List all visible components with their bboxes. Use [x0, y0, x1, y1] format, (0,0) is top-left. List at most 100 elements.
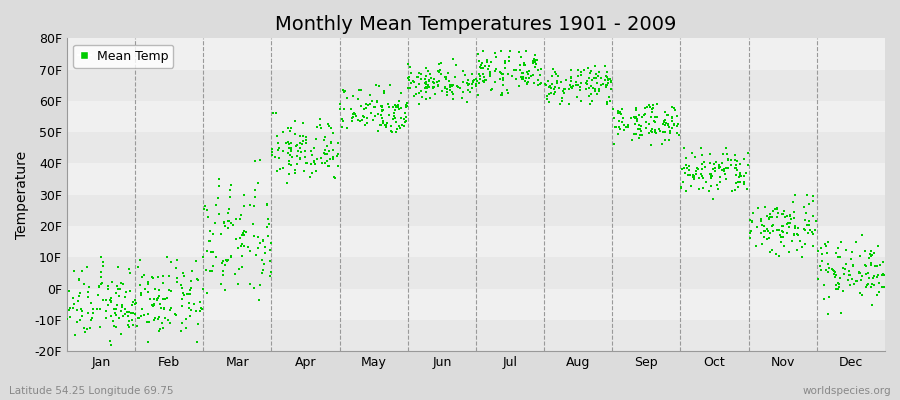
Point: [842, 272, 857, 278]
Point: [633, 126, 647, 132]
Point: [648, 119, 662, 126]
Point: [175, 320, 189, 326]
Point: [806, 242, 820, 249]
Point: [649, 130, 663, 137]
Point: [763, 249, 778, 255]
Point: [770, 214, 785, 220]
Point: [118, 311, 132, 317]
Point: [548, 68, 562, 75]
Point: [321, 148, 336, 154]
Point: [130, 322, 144, 329]
Point: [824, 266, 839, 272]
Point: [819, 243, 833, 250]
Point: [385, 128, 400, 135]
Point: [737, 181, 751, 187]
Point: [218, 287, 232, 293]
Point: [753, 218, 768, 224]
Point: [488, 50, 502, 57]
Point: [187, 300, 202, 307]
Point: [513, 66, 527, 73]
Point: [243, 201, 257, 208]
Point: [630, 118, 644, 124]
Point: [330, 140, 345, 146]
Point: [496, 81, 510, 88]
Point: [145, 273, 159, 280]
Point: [313, 116, 328, 122]
Point: [502, 54, 517, 60]
Point: [175, 296, 189, 302]
Point: [400, 85, 415, 91]
Point: [687, 176, 701, 182]
Point: [395, 122, 410, 128]
Point: [73, 317, 87, 324]
Point: [677, 145, 691, 151]
Point: [426, 79, 440, 85]
Point: [729, 164, 743, 171]
Point: [528, 51, 543, 58]
Point: [94, 324, 108, 330]
Point: [708, 165, 723, 171]
Point: [543, 82, 557, 89]
Point: [305, 170, 320, 176]
Point: [529, 60, 544, 67]
Point: [270, 168, 284, 174]
Point: [859, 262, 873, 269]
Point: [237, 232, 251, 238]
Point: [475, 78, 490, 84]
Point: [70, 307, 85, 313]
Point: [815, 250, 830, 257]
Point: [180, 291, 194, 298]
Point: [183, 291, 197, 297]
Point: [647, 118, 662, 124]
Point: [114, 308, 129, 314]
Point: [488, 50, 502, 56]
Point: [190, 276, 204, 282]
Point: [842, 272, 857, 278]
Point: [389, 129, 403, 135]
Point: [94, 254, 108, 260]
Point: [465, 85, 480, 91]
Point: [299, 137, 313, 144]
Point: [472, 91, 486, 98]
Point: [394, 114, 409, 121]
Point: [383, 128, 398, 134]
Point: [839, 261, 853, 268]
Point: [682, 167, 697, 173]
Point: [320, 121, 335, 127]
Point: [862, 255, 877, 261]
Point: [292, 133, 307, 139]
Point: [679, 188, 693, 194]
Point: [310, 156, 324, 162]
Point: [516, 76, 530, 82]
Point: [632, 112, 646, 118]
Point: [446, 96, 460, 102]
Point: [359, 101, 374, 107]
Point: [253, 240, 267, 246]
Point: [237, 243, 251, 250]
Point: [432, 67, 446, 74]
Point: [644, 142, 658, 148]
Point: [563, 82, 578, 88]
Point: [512, 48, 526, 55]
Point: [858, 262, 872, 268]
Point: [754, 241, 769, 248]
Point: [528, 56, 543, 63]
Point: [69, 319, 84, 325]
Point: [624, 114, 638, 121]
Point: [695, 161, 709, 167]
Point: [386, 104, 400, 110]
Point: [309, 168, 323, 174]
Point: [313, 122, 328, 128]
Point: [101, 283, 115, 290]
Point: [475, 71, 490, 77]
Point: [200, 290, 214, 296]
Point: [612, 118, 626, 125]
Point: [577, 67, 591, 73]
Point: [680, 155, 694, 162]
Point: [297, 168, 311, 174]
Point: [509, 66, 524, 73]
Point: [658, 129, 672, 135]
Point: [422, 84, 436, 90]
Point: [678, 170, 692, 176]
Point: [688, 167, 703, 174]
